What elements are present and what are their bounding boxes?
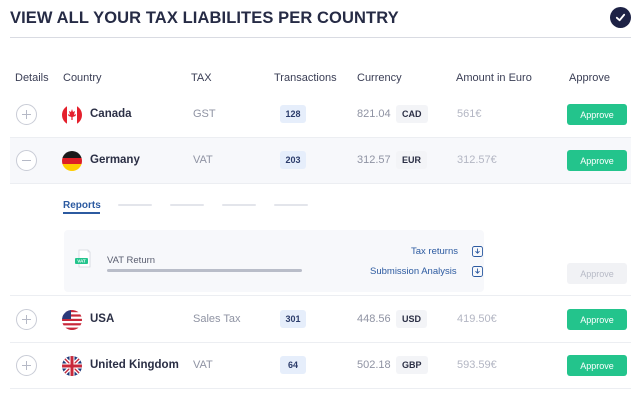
- table-row: USA Sales Tax 301 448.56 USD 419.50€ App…: [10, 297, 631, 343]
- table-row: Germany VAT 203 312.57 EUR 312.57€ Appro…: [10, 138, 631, 184]
- usa-flag-icon: [62, 310, 82, 330]
- country-name: Canada: [90, 108, 132, 120]
- amount-value: 821.04: [357, 108, 391, 120]
- country-name: USA: [90, 313, 115, 325]
- tab-placeholder[interactable]: [222, 204, 256, 206]
- download-icon[interactable]: [472, 266, 483, 277]
- svg-text:VAT: VAT: [77, 259, 86, 264]
- col-header-details: Details: [15, 72, 49, 84]
- currency-badge: EUR: [396, 151, 428, 169]
- country-name: United Kingdom: [90, 359, 179, 371]
- germany-flag-icon: [62, 151, 82, 171]
- currency-badge: USD: [396, 310, 428, 328]
- report-progress: [107, 269, 302, 272]
- details-panel: Reports VAT VAT Return Tax returns Submi…: [10, 185, 631, 296]
- submission-analysis-link[interactable]: Submission Analysis: [370, 266, 457, 277]
- col-header-currency: Currency: [357, 72, 402, 84]
- canada-flag-icon: [62, 105, 82, 125]
- transactions-badge: 301: [280, 310, 306, 328]
- tax-type: VAT: [193, 359, 213, 371]
- country-name: Germany: [90, 154, 140, 166]
- amount-euro: 561€: [457, 108, 482, 120]
- transactions-badge: 64: [280, 356, 306, 374]
- amount-value: 448.56: [357, 313, 391, 325]
- approve-button[interactable]: Approve: [567, 104, 627, 125]
- tab-placeholder[interactable]: [118, 204, 152, 206]
- expand-toggle[interactable]: [16, 104, 37, 125]
- active-tab-indicator: [63, 212, 100, 214]
- tax-type: GST: [193, 108, 216, 120]
- currency-badge: CAD: [396, 105, 428, 123]
- tab-placeholder[interactable]: [170, 204, 204, 206]
- tax-returns-link[interactable]: Tax returns: [411, 246, 458, 257]
- report-progress-fill: [107, 269, 302, 272]
- download-icon[interactable]: [472, 246, 483, 257]
- tax-type: VAT: [193, 154, 213, 166]
- amount-value: 502.18: [357, 359, 391, 371]
- confirm-button[interactable]: [610, 7, 631, 28]
- amount-value: 312.57: [357, 154, 391, 166]
- expand-toggle[interactable]: [16, 355, 37, 376]
- table-row: Canada GST 128 821.04 CAD 561€ Approve: [10, 92, 631, 138]
- collapse-toggle[interactable]: [16, 150, 37, 171]
- approve-button[interactable]: Approve: [567, 309, 627, 330]
- transactions-badge: 128: [280, 105, 306, 123]
- amount-euro: 312.57€: [457, 154, 497, 166]
- currency-badge: GBP: [396, 356, 428, 374]
- col-header-amount-eur: Amount in Euro: [456, 72, 532, 84]
- document-icon: VAT: [75, 249, 91, 268]
- col-header-tax: TAX: [191, 72, 212, 84]
- tab-reports[interactable]: Reports: [63, 200, 101, 211]
- tax-type: Sales Tax: [193, 313, 241, 325]
- col-header-transactions: Transactions: [274, 72, 337, 84]
- col-header-approve: Approve: [569, 72, 610, 84]
- transactions-badge: 203: [280, 151, 306, 169]
- approve-button[interactable]: Approve: [567, 150, 627, 171]
- approve-button[interactable]: Approve: [567, 355, 627, 376]
- col-header-country: Country: [63, 72, 102, 84]
- expand-toggle[interactable]: [16, 309, 37, 330]
- approve-report-button[interactable]: Approve: [567, 263, 627, 284]
- report-card: VAT VAT Return Tax returns Submission An…: [64, 230, 484, 292]
- table-row: United Kingdom VAT 64 502.18 GBP 593.59€…: [10, 343, 631, 389]
- tab-placeholder[interactable]: [274, 204, 308, 206]
- check-icon: [615, 13, 626, 22]
- uk-flag-icon: [62, 356, 82, 376]
- page-header: VIEW ALL YOUR TAX LIABILITES PER COUNTRY: [10, 0, 631, 38]
- report-title: VAT Return: [107, 255, 156, 266]
- amount-euro: 419.50€: [457, 313, 497, 325]
- amount-euro: 593.59€: [457, 359, 497, 371]
- page-title: VIEW ALL YOUR TAX LIABILITES PER COUNTRY: [10, 9, 399, 27]
